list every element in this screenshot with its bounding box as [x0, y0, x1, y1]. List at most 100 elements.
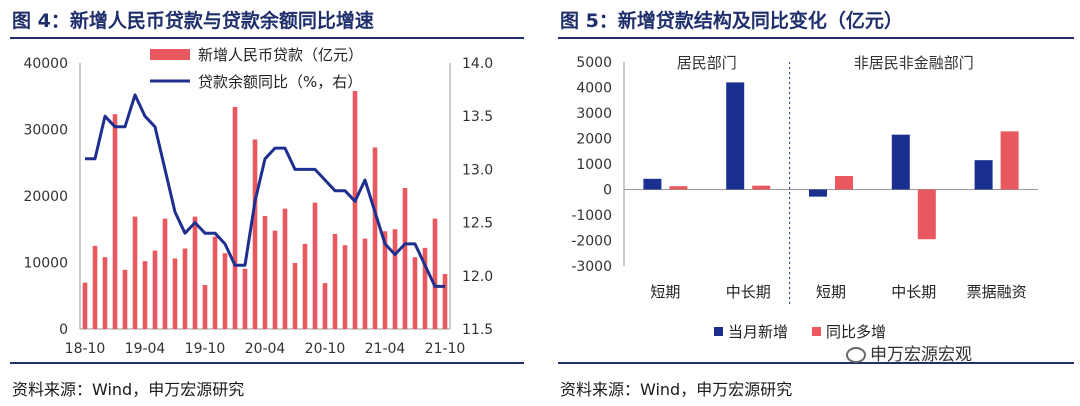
left-y-tick-label: 30000	[23, 123, 68, 139]
loan-bar	[162, 218, 168, 329]
loan-bar	[242, 268, 248, 329]
loan-bar	[372, 147, 378, 329]
right-title-rule	[558, 37, 1074, 39]
x-tick-label: 20-04	[245, 341, 286, 357]
loan-bar	[412, 257, 418, 329]
right-chart: -3000 -2000 -1000 0 1000 2000 3000 4000 5000 居民部门…	[571, 54, 1038, 341]
loan-bar	[422, 247, 428, 329]
loan-bar	[382, 231, 388, 329]
y-tick-label: 0	[603, 183, 612, 199]
category-label: 中长期	[726, 283, 771, 301]
y-tick-label: -3000	[571, 259, 612, 275]
group-label: 居民部门	[677, 54, 737, 72]
new-loans-bar	[643, 178, 662, 190]
loan-bar	[262, 215, 268, 329]
left-footer-rule	[10, 362, 524, 364]
loan-bar	[392, 229, 398, 329]
loan-bar	[222, 253, 228, 329]
right-y-tick-label: 14.0	[462, 56, 493, 72]
category-label: 中长期	[891, 283, 936, 301]
right-panel: 图 5：新增贷款结构及同比变化（亿元） -3000 -2000 -1000 0 1000…	[548, 0, 1080, 406]
right-y-tick-label: 12.0	[462, 269, 493, 285]
x-tick-label: 19-10	[185, 341, 226, 357]
y-tick-label: -2000	[571, 234, 612, 250]
loan-bar	[92, 245, 98, 329]
new-loans-bar	[891, 134, 910, 190]
loan-bar	[302, 243, 308, 329]
loan-bar	[102, 257, 108, 329]
x-tick-label: 19-04	[125, 341, 166, 357]
loan-bar	[132, 216, 138, 329]
left-y-tick-label: 10000	[23, 256, 68, 272]
legend-label: 当月新增	[728, 323, 788, 341]
legend-swatch-bars	[150, 49, 190, 60]
new-loans-bar	[809, 189, 827, 197]
y-tick-label: 4000	[576, 81, 612, 97]
right-y-tick-label: 12.5	[462, 216, 493, 232]
loan-bar	[192, 216, 198, 329]
loan-bar	[292, 262, 298, 329]
left-y-tick-label: 0	[59, 322, 68, 338]
loan-bar	[212, 236, 218, 329]
loan-bar	[442, 274, 448, 329]
loan-bar	[332, 233, 338, 329]
left-panel: 图 4：新增人民币贷款与贷款余额同比增速 0 10000 20000 30000 400…	[0, 0, 530, 406]
x-tick-label: 21-04	[365, 341, 406, 357]
yoy-change-bar	[835, 175, 853, 190]
watermark: 申万宏源宏观	[846, 340, 972, 365]
loan-bar	[112, 114, 118, 329]
right-footer-rule	[558, 362, 1074, 364]
loan-bar	[182, 248, 188, 329]
right-y-tick-label: 13.0	[462, 162, 493, 178]
loan-bar	[282, 208, 288, 329]
y-tick-label: 2000	[576, 132, 612, 148]
loan-bar	[202, 285, 208, 329]
yoy-change-bar	[917, 189, 936, 240]
left-figure-title: 图 4：新增人民币贷款与贷款余额同比增速	[12, 10, 374, 32]
group-label: 非居民非金融部门	[854, 54, 974, 72]
category-label: 短期	[816, 283, 846, 301]
right-source-note: 资料来源：Wind，申万宏源研究	[560, 380, 793, 399]
category-label: 票据融资	[967, 283, 1027, 301]
x-tick-label: 21-10	[425, 341, 466, 357]
right-y-tick-label: 13.5	[462, 109, 493, 125]
right-figure-title: 图 5：新增贷款结构及同比变化（亿元）	[560, 10, 903, 32]
loan-bar	[322, 283, 328, 329]
x-tick-label: 18-10	[65, 341, 106, 357]
yoy-change-bar	[669, 186, 688, 190]
yoy-change-bar	[1000, 131, 1019, 190]
loan-growth-line	[85, 93, 445, 288]
right-y-tick-label: 11.5	[462, 322, 493, 338]
legend-label-bars: 新增人民币贷款（亿元）	[198, 46, 363, 64]
loan-bar	[232, 106, 238, 329]
loan-bar	[172, 258, 178, 329]
loan-bar	[352, 90, 358, 330]
loan-bar	[342, 245, 348, 329]
wechat-icon	[846, 347, 866, 363]
left-y-tick-label: 40000	[23, 56, 68, 72]
y-tick-label: -1000	[571, 208, 612, 224]
left-chart: 0 10000 20000 30000 40000 11.5 12.0 12.5 13.0 13.…	[23, 46, 493, 357]
category-label: 短期	[650, 283, 680, 301]
loan-bar	[142, 261, 148, 329]
left-title-rule	[10, 37, 524, 39]
loan-bar	[432, 218, 438, 329]
yoy-change-bar	[752, 185, 771, 190]
left-y-tick-label: 20000	[23, 189, 68, 205]
loan-bar	[152, 250, 158, 329]
new-loans-bar	[726, 82, 745, 190]
y-tick-label: 3000	[576, 106, 612, 122]
watermark-text: 申万宏源宏观	[870, 345, 972, 365]
loan-bar	[402, 188, 408, 329]
loan-bar	[122, 269, 128, 329]
legend-label-line: 贷款余额同比（%，右）	[198, 73, 362, 91]
legend-swatch	[714, 327, 723, 336]
legend-label: 同比多增	[826, 323, 886, 341]
x-tick-label: 20-10	[305, 341, 346, 357]
loan-bar	[362, 238, 368, 329]
y-tick-label: 1000	[576, 157, 612, 173]
loan-bar	[312, 202, 318, 329]
new-loans-bar	[974, 160, 993, 190]
loan-bar	[252, 139, 258, 329]
left-source-note: 资料来源：Wind，申万宏源研究	[12, 380, 245, 399]
